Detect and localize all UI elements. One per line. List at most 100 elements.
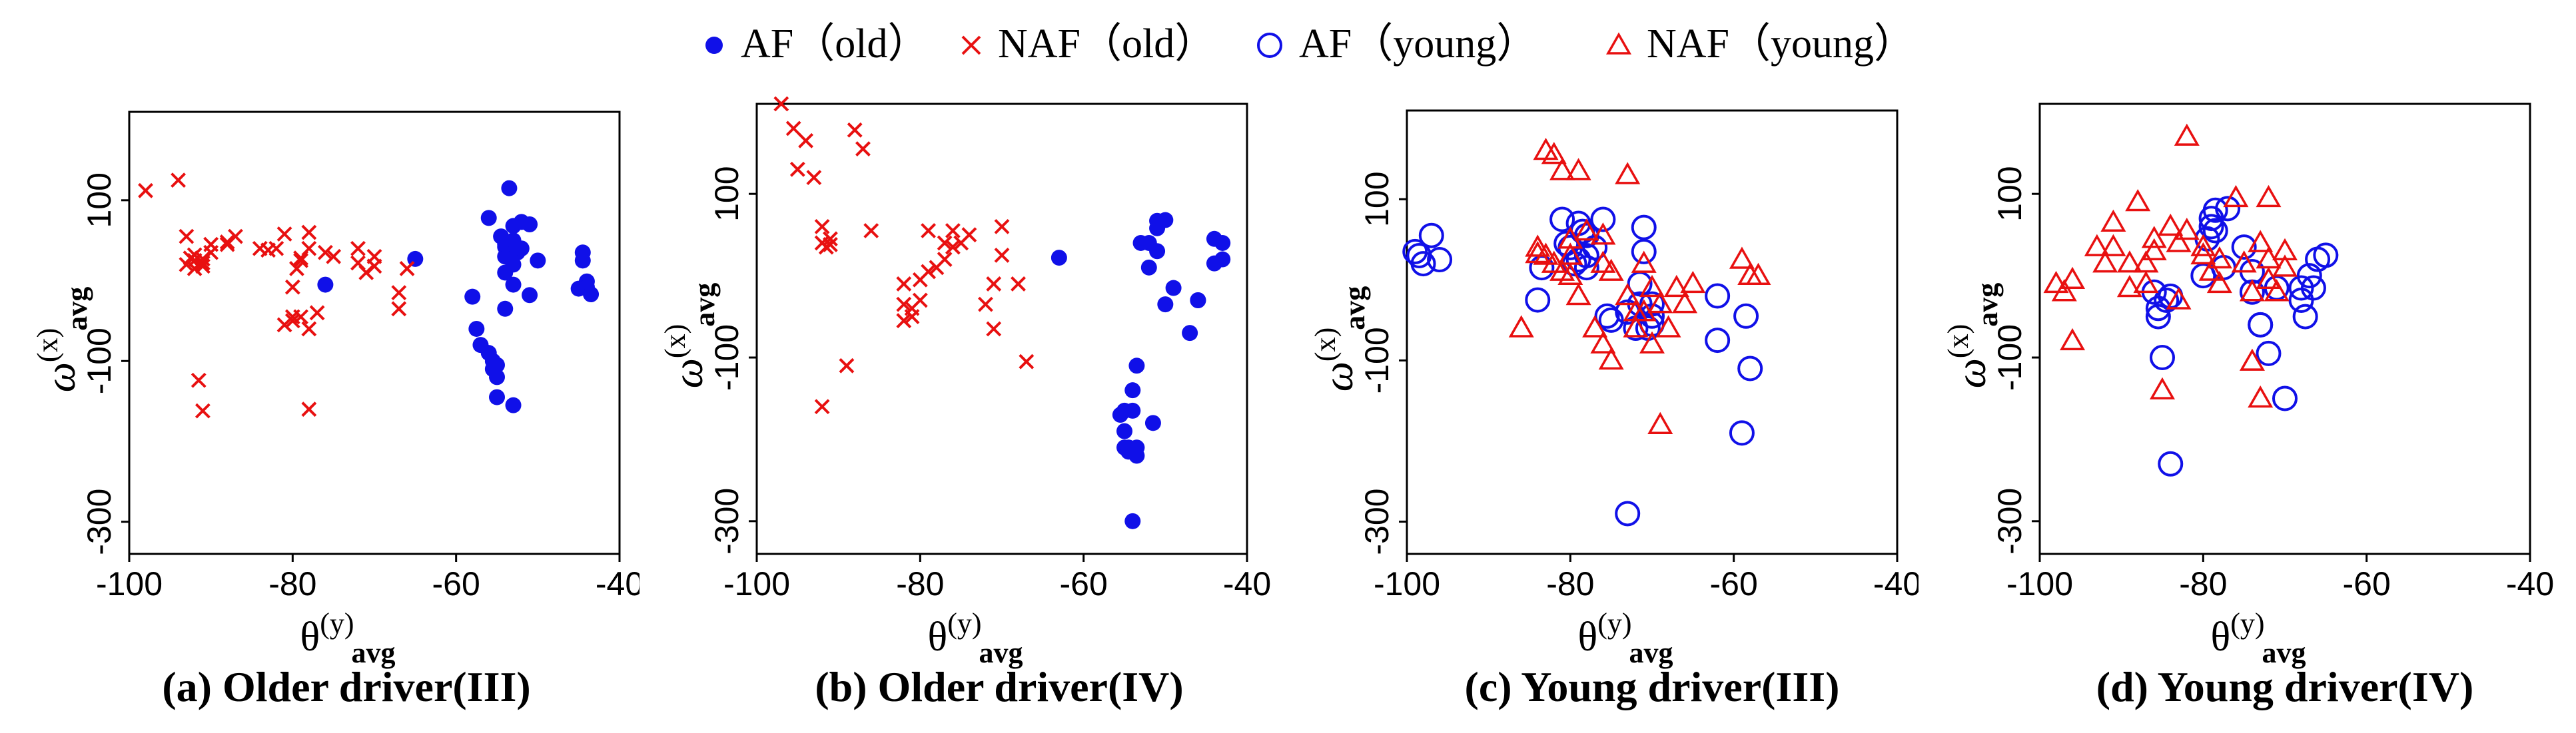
data-point-triangle bbox=[1631, 250, 1657, 273]
data-point-dot bbox=[1165, 280, 1182, 296]
scatter-plot-c: -100 -80 -60 -40 100 -100 -300 θ(y) avg ω(x)avg bbox=[1309, 109, 1919, 669]
data-point-x bbox=[847, 122, 863, 138]
data-point-x bbox=[276, 226, 292, 242]
x-tick-label: -40 bbox=[1873, 565, 1919, 603]
data-point-x bbox=[293, 252, 309, 268]
data-point-x bbox=[391, 285, 407, 301]
data-point-x bbox=[350, 240, 366, 256]
data-point-circle bbox=[2300, 275, 2326, 301]
data-point-triangle bbox=[2239, 348, 2265, 371]
data-point-dot bbox=[522, 287, 538, 304]
data-point-x bbox=[814, 399, 830, 415]
data-point-x bbox=[309, 305, 325, 321]
data-point-dot bbox=[489, 389, 505, 405]
x-tick-label: -40 bbox=[596, 565, 640, 603]
plot-frame bbox=[755, 103, 1248, 555]
data-point-x bbox=[912, 292, 928, 308]
data-point-circle bbox=[1631, 214, 1657, 240]
legend-marker-circle bbox=[1257, 33, 1282, 58]
data-point-x bbox=[399, 261, 415, 276]
data-point-triangle bbox=[2223, 184, 2249, 208]
x-axis-label: θ(y) avg bbox=[300, 607, 395, 669]
data-point-dot bbox=[505, 256, 522, 273]
data-point-triangle bbox=[1615, 282, 1641, 306]
data-point-dot bbox=[1214, 234, 1231, 251]
data-point-triangle bbox=[1565, 158, 1591, 180]
data-point-circle bbox=[2248, 312, 2274, 338]
data-point-x bbox=[195, 403, 211, 419]
data-point-triangle bbox=[2158, 213, 2184, 236]
data-point-x bbox=[228, 228, 243, 244]
x-tick-label: -80 bbox=[1546, 565, 1594, 603]
data-point-triangle bbox=[1557, 262, 1583, 285]
y-axis-label: ω(x)avg bbox=[1942, 283, 2004, 389]
data-point-triangle bbox=[2198, 258, 2224, 281]
data-point-x bbox=[195, 255, 211, 271]
data-point-dot bbox=[1144, 415, 1161, 431]
data-point-dot bbox=[1116, 423, 1132, 439]
data-point-circle bbox=[1410, 251, 1436, 277]
data-point-circle bbox=[1525, 287, 1551, 313]
data-point-x bbox=[896, 313, 912, 329]
data-point-x bbox=[284, 279, 300, 295]
x-tick-label: -40 bbox=[2506, 565, 2554, 603]
data-point-triangle bbox=[2248, 385, 2274, 408]
data-point-triangle bbox=[2043, 270, 2069, 294]
data-point-x bbox=[171, 172, 187, 188]
data-point-circle bbox=[1705, 328, 1731, 354]
data-point-dot bbox=[1140, 259, 1157, 276]
x-tick-label: -40 bbox=[1223, 565, 1271, 603]
x-tick-label: -100 bbox=[96, 565, 163, 603]
data-point-x bbox=[822, 236, 838, 252]
data-points bbox=[138, 172, 600, 419]
data-point-dot bbox=[464, 288, 481, 305]
y-tick-label: -300 bbox=[1358, 489, 1396, 555]
y-tick-label: -100 bbox=[708, 324, 745, 391]
data-point-circle bbox=[2198, 214, 2224, 240]
data-point-triangle bbox=[2166, 230, 2192, 252]
data-point-triangle bbox=[1525, 234, 1551, 257]
data-point-dot bbox=[480, 210, 497, 226]
y-tick-label: -100 bbox=[81, 328, 118, 394]
data-point-triangle bbox=[1549, 158, 1575, 180]
legend: AF（old） NAF（old） AF（young） NAF（young） bbox=[705, 21, 1915, 67]
data-point-circle bbox=[1737, 356, 1763, 381]
data-point-circle bbox=[1615, 501, 1641, 527]
data-point-circle bbox=[1705, 283, 1731, 309]
data-point-x bbox=[1011, 276, 1026, 292]
data-point-x bbox=[855, 141, 871, 157]
data-point-triangle bbox=[1590, 331, 1616, 354]
data-point-x bbox=[978, 296, 993, 312]
data-point-circle bbox=[2154, 287, 2180, 313]
data-point-x bbox=[1019, 354, 1035, 369]
data-point-x bbox=[179, 228, 195, 244]
data-point-x bbox=[806, 170, 822, 186]
data-point-x bbox=[301, 321, 317, 337]
panel-b: -100 -80 -60 -40 100 -100 -300 θ(y) avg ω(x)avg bbox=[640, 93, 1279, 732]
data-point-x bbox=[937, 252, 953, 267]
data-point-x bbox=[289, 261, 304, 276]
data-point-x bbox=[986, 321, 1002, 337]
data-point-x bbox=[301, 401, 317, 417]
caption-c: (c) Young driver(III) bbox=[1464, 663, 1840, 710]
panel-c: -100 -80 -60 -40 100 -100 -300 θ(y) avg ω(x)avg bbox=[1279, 93, 1919, 732]
scatter-plot-b: -100 -80 -60 -40 100 -100 -300 θ(y) avg ω(x)avg bbox=[659, 96, 1271, 669]
data-point-triangle bbox=[1615, 162, 1641, 184]
x-tick-label: -80 bbox=[896, 565, 944, 603]
y-axis-label: ω(x)avg bbox=[31, 287, 93, 393]
data-point-dot bbox=[505, 276, 522, 293]
data-point-circle bbox=[2158, 451, 2184, 477]
data-point-dot bbox=[583, 286, 600, 303]
data-point-triangle bbox=[1598, 347, 1624, 370]
data-point-dot bbox=[1182, 325, 1198, 342]
x-tick-label: -80 bbox=[268, 565, 316, 603]
data-points bbox=[1402, 138, 1771, 527]
data-point-circle bbox=[2202, 218, 2228, 244]
data-point-circle bbox=[1594, 303, 1620, 329]
data-point-x bbox=[191, 372, 207, 388]
data-point-x bbox=[326, 248, 342, 264]
x-tick-label: -100 bbox=[2006, 565, 2073, 603]
legend-marker-x bbox=[961, 35, 981, 55]
data-point-dot bbox=[522, 216, 538, 233]
